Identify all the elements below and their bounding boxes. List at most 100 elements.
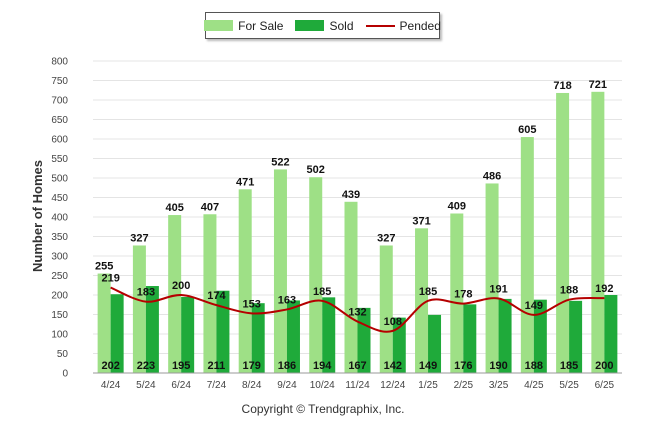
data-label-for-sale: 471 — [236, 176, 254, 188]
data-label-sold: 223 — [137, 360, 155, 372]
x-tick-label: 8/24 — [242, 380, 262, 391]
bar-sold — [392, 317, 406, 373]
bar-for-sale — [485, 183, 499, 373]
bar-for-sale — [273, 169, 287, 373]
y-tick-label: 100 — [51, 330, 68, 341]
bar-for-sale — [238, 189, 252, 373]
x-tick-label: 4/25 — [524, 380, 544, 391]
bar-for-sale — [379, 245, 393, 373]
data-label-for-sale: 522 — [271, 156, 289, 168]
y-tick-label: 800 — [51, 57, 68, 68]
data-label-for-sale: 718 — [553, 80, 571, 92]
data-label-pended: 153 — [243, 298, 261, 310]
data-label-sold: 149 — [419, 360, 437, 372]
data-label-pended: 163 — [278, 294, 296, 306]
legend-label-pended: Pended — [399, 18, 441, 33]
legend-item-pended[interactable]: Pended — [365, 18, 441, 33]
legend-swatch-sold — [295, 20, 325, 31]
data-label-sold: 211 — [208, 360, 226, 372]
data-label-sold: 176 — [454, 360, 472, 372]
bar-for-sale — [132, 245, 146, 373]
x-tick-label: 7/24 — [207, 380, 227, 391]
x-tick-label: 4/24 — [101, 380, 121, 391]
bar-sold — [145, 286, 159, 373]
data-label-for-sale: 407 — [201, 201, 219, 213]
bar-for-sale — [415, 228, 429, 373]
y-tick-label: 200 — [51, 291, 68, 302]
bar-for-sale — [520, 137, 534, 373]
x-tick-label: 12/24 — [380, 380, 405, 391]
x-tick-label: 10/24 — [310, 380, 335, 391]
data-label-for-sale: 486 — [483, 170, 501, 182]
data-label-pended: 185 — [419, 286, 437, 298]
bar-for-sale — [97, 273, 111, 373]
data-label-sold: 190 — [489, 360, 507, 372]
bar-for-sale — [203, 214, 217, 373]
y-tick-label: 250 — [51, 271, 68, 282]
x-tick-label: 1/25 — [418, 380, 438, 391]
data-label-sold: 142 — [384, 360, 402, 372]
y-tick-label: 50 — [57, 349, 69, 360]
data-label-pended: 178 — [454, 289, 472, 301]
legend-item-sold[interactable]: Sold — [295, 18, 354, 33]
data-label-sold: 185 — [560, 360, 578, 372]
data-label-for-sale: 327 — [130, 232, 148, 244]
data-label-sold: 194 — [313, 360, 332, 372]
pended-line — [110, 286, 605, 333]
y-tick-label: 600 — [51, 135, 68, 146]
x-tick-label: 5/24 — [136, 380, 156, 391]
bar-sold — [604, 295, 618, 373]
x-tick-label: 6/25 — [595, 380, 615, 391]
x-tick-label: 11/24 — [345, 380, 370, 391]
bar-for-sale — [450, 213, 464, 373]
data-label-for-sale: 605 — [518, 124, 536, 136]
pended-line-layer — [110, 286, 605, 333]
x-axis: 4/24 5/24 6/24 7/24 8/24 9/24 10/24 11/24 12/24 1… — [93, 372, 622, 391]
y-axis-title: Number of Homes — [30, 160, 45, 272]
x-tick-label: 2/25 — [454, 380, 474, 391]
data-label-pended: 185 — [313, 286, 331, 298]
y-tick-label: 550 — [51, 154, 68, 165]
bar-for-sale — [344, 201, 358, 373]
data-label-for-sale: 255 — [95, 261, 113, 273]
bar-sold — [569, 300, 583, 373]
y-tick-label: 150 — [51, 310, 68, 321]
y-tick-label: 350 — [51, 232, 68, 243]
data-label-pended: 192 — [595, 283, 613, 295]
data-label-pended: 183 — [137, 287, 155, 299]
copyright-text: Copyright © Trendgraphix, Inc. — [241, 402, 405, 416]
data-label-sold: 202 — [101, 360, 119, 372]
bar-sold — [322, 297, 336, 373]
y-tick-label: 500 — [51, 174, 68, 185]
x-tick-label: 3/25 — [489, 380, 509, 391]
legend-item-for-sale[interactable]: For Sale — [204, 19, 283, 33]
data-label-for-sale: 371 — [412, 215, 430, 227]
y-tick-label: 700 — [51, 96, 68, 107]
y-tick-label: 0 — [62, 369, 68, 380]
y-tick-label: 750 — [51, 76, 68, 87]
bar-sold — [498, 298, 512, 373]
data-label-pended: 188 — [560, 285, 578, 297]
bars-layer — [97, 91, 618, 373]
data-label-sold: 188 — [525, 360, 543, 372]
data-label-sold: 186 — [278, 360, 296, 372]
bar-sold — [181, 296, 195, 373]
legend-label-sold: Sold — [329, 18, 354, 33]
bar-sold — [357, 307, 371, 373]
bar-for-sale — [591, 91, 605, 373]
legend-label-for-sale: For Sale — [238, 18, 284, 33]
data-label-for-sale: 439 — [342, 189, 360, 201]
data-label-for-sale: 409 — [448, 200, 466, 212]
data-label-pended: 174 — [207, 290, 226, 302]
y-tick-label: 650 — [51, 115, 68, 126]
bar-sold — [216, 290, 230, 373]
legend-swatch-for-sale — [204, 20, 234, 31]
y-axis: 0 50 100 150 200 250 300 350 400 450 500 550 600 650 7… — [51, 57, 68, 380]
x-tick-label: 9/24 — [277, 380, 297, 391]
data-label-pended: 149 — [525, 300, 543, 312]
data-label-sold: 195 — [172, 360, 190, 372]
y-tick-label: 300 — [51, 252, 68, 263]
legend-swatch-pended — [365, 24, 395, 27]
y-tick-label: 400 — [51, 213, 68, 224]
